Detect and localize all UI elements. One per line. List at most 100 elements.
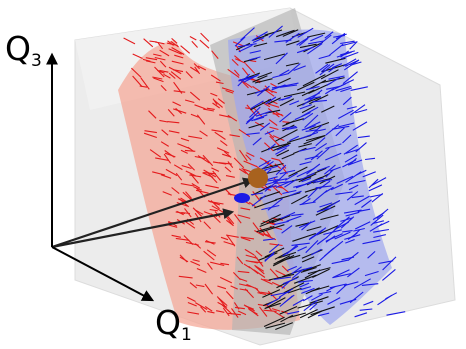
field-arrow xyxy=(324,164,336,175)
field-arrow xyxy=(167,109,175,117)
field-arrow xyxy=(171,47,185,55)
field-arrow xyxy=(264,180,279,192)
intersection-point xyxy=(248,168,268,188)
field-arrow xyxy=(298,220,316,229)
field-arrow xyxy=(252,185,272,196)
field-arrow xyxy=(325,57,346,64)
field-arrow xyxy=(281,265,289,273)
field-arrow xyxy=(343,144,359,155)
field-arrow xyxy=(340,50,350,58)
field-arrow xyxy=(276,254,301,263)
field-arrow xyxy=(181,211,191,215)
field-arrow xyxy=(215,310,225,313)
field-arrow xyxy=(189,174,202,178)
field-arrow xyxy=(298,37,309,47)
field-arrow xyxy=(238,283,252,288)
field-arrow xyxy=(234,58,247,64)
field-arrow xyxy=(252,137,262,146)
field-arrow xyxy=(154,56,166,61)
field-arrow xyxy=(344,209,362,214)
field-arrow xyxy=(340,216,355,229)
field-arrow xyxy=(357,208,371,213)
field-arrow xyxy=(367,250,376,259)
field-arrow xyxy=(301,287,315,294)
field-arrow xyxy=(382,268,396,281)
field-arrow xyxy=(226,234,239,238)
field-arrow xyxy=(382,256,397,271)
field-arrow xyxy=(196,114,206,125)
field-arrow xyxy=(231,308,239,318)
field-arrow xyxy=(214,131,226,140)
field-arrow xyxy=(280,211,296,220)
field-arrow xyxy=(160,141,169,147)
field-arrow xyxy=(263,53,286,61)
field-arrow xyxy=(246,104,257,117)
field-arrow xyxy=(264,251,275,262)
field-arrow xyxy=(371,177,387,186)
field-arrow xyxy=(154,66,165,78)
vector-to-point xyxy=(51,177,255,249)
field-arrow xyxy=(261,204,280,211)
field-arrow xyxy=(298,173,317,183)
field-arrow xyxy=(189,91,201,101)
field-arrow xyxy=(328,43,344,56)
field-arrow xyxy=(245,63,256,74)
field-arrow xyxy=(275,180,292,189)
field-arrow xyxy=(291,213,304,217)
field-arrow xyxy=(249,50,261,54)
field-arrow xyxy=(321,64,331,73)
field-arrow xyxy=(307,43,323,55)
field-arrow xyxy=(300,131,319,140)
field-arrow xyxy=(282,29,299,37)
field-arrow xyxy=(207,173,218,184)
field-arrow xyxy=(220,236,229,241)
field-arrow xyxy=(225,175,235,178)
field-arrow xyxy=(263,238,275,241)
field-arrow xyxy=(331,259,350,265)
field-arrow xyxy=(332,273,351,279)
field-arrow xyxy=(272,135,285,142)
vector-to-surface xyxy=(51,208,235,249)
field-arrow xyxy=(298,279,313,283)
field-arrow xyxy=(319,63,335,76)
field-arrow xyxy=(302,74,326,87)
field-arrow xyxy=(223,241,235,246)
field-arrow xyxy=(190,66,199,73)
field-arrow xyxy=(288,166,308,177)
field-arrow xyxy=(352,121,368,131)
field-arrow xyxy=(346,106,357,110)
field-arrow xyxy=(230,285,238,290)
field-arrow xyxy=(385,292,398,300)
field-arrow xyxy=(275,129,298,142)
field-arrow xyxy=(238,168,247,174)
field-arrow xyxy=(170,40,179,48)
field-arrow xyxy=(362,239,381,245)
field-arrow xyxy=(349,41,358,50)
field-arrow xyxy=(195,302,208,310)
field-arrow xyxy=(191,183,201,189)
field-arrow xyxy=(323,199,341,211)
field-arrow xyxy=(266,176,278,181)
field-arrow xyxy=(140,77,150,90)
field-arrow xyxy=(333,269,350,278)
field-arrow xyxy=(143,38,154,48)
field-arrow xyxy=(269,268,280,279)
field-arrow xyxy=(253,42,268,48)
field-arrow xyxy=(180,183,195,187)
field-arrow xyxy=(278,160,287,169)
field-arrow xyxy=(179,254,188,263)
field-arrow xyxy=(159,49,170,57)
field-arrow xyxy=(296,266,313,273)
field-arrow xyxy=(297,300,323,309)
field-arrow xyxy=(304,155,319,160)
field-arrow xyxy=(305,121,321,130)
q1-axis xyxy=(51,246,155,302)
field-arrow xyxy=(252,191,261,202)
field-arrow xyxy=(299,104,312,110)
field-arrow xyxy=(348,184,359,191)
field-arrow xyxy=(318,54,331,60)
field-arrow xyxy=(315,137,326,147)
field-arrow xyxy=(189,282,198,289)
field-arrow xyxy=(302,96,315,106)
field-arrow xyxy=(259,160,274,171)
